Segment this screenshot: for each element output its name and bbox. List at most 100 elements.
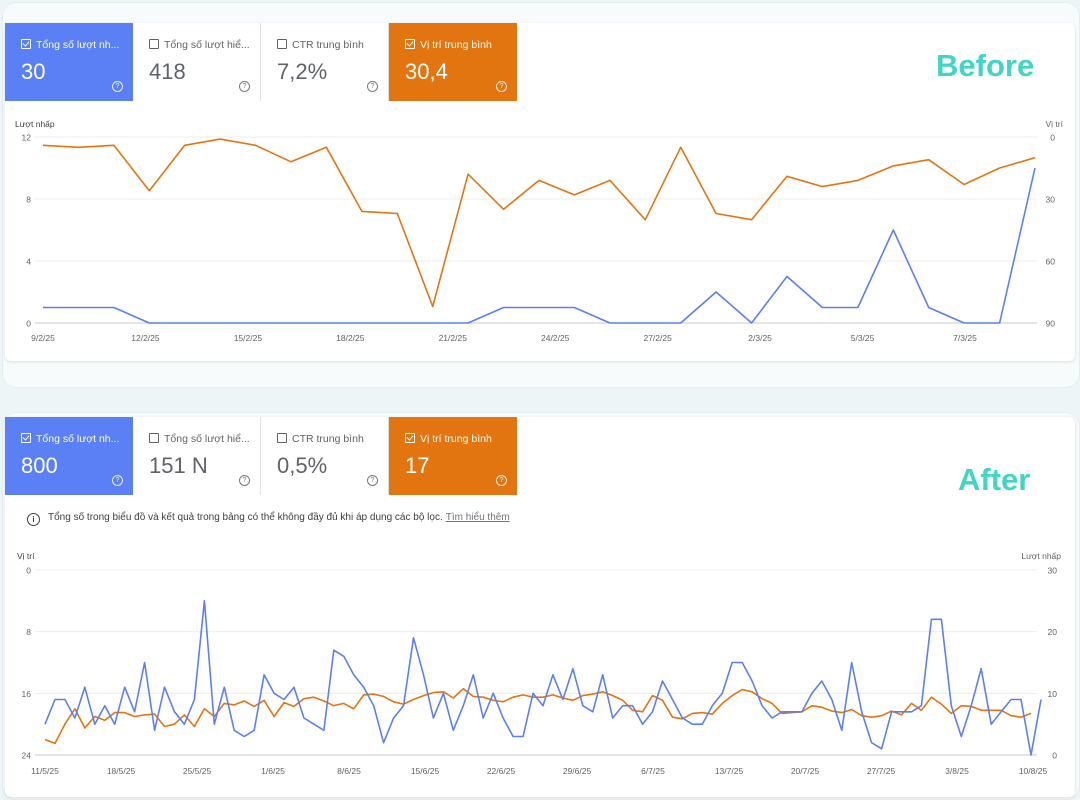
info-icon: i [27,513,40,526]
checkbox-unchecked-icon[interactable] [277,433,287,443]
before-metric-average-position[interactable]: Vị trí trung bình 30,4 ? [389,23,517,101]
x-axis-tick-label: 20/7/25 [791,766,820,776]
before-label: Before [936,48,1035,83]
x-axis-tick-label: 18/2/25 [336,333,365,343]
metric-value: 7,2% [277,59,328,84]
left-axis-tick-label: 8 [26,627,31,637]
after-line-chart: 0 8 16 24 0 10 20 30 Vị trí Lượt nhấp 11/5/25 18/5/… [17,551,1061,776]
x-axis-tick-label: 24/2/25 [541,333,570,343]
help-icon[interactable]: ? [239,475,250,486]
x-axis-tick-label: 15/6/25 [411,766,440,776]
metric-value: 17 [405,453,430,478]
series-line-right-axis [42,138,1036,308]
x-axis-tick-label: 25/5/25 [183,766,212,776]
x-axis-tick-label: 3/8/25 [945,766,969,776]
checkbox-checked-icon[interactable] [21,39,31,49]
metric-value: 0,5% [277,453,328,478]
before-metric-total-impressions[interactable]: Tổng số lượt hiể... 418 ? [133,23,261,101]
after-report-card: Tổng số lượt nh... 800 ? Tổng số lượt hi… [5,417,1075,797]
x-axis-tick-label: 12/2/25 [131,333,160,343]
metric-label: Vị trí trung bình [420,433,492,445]
right-axis-label: Vị trí [1046,119,1064,129]
right-axis-tick-label: 30 [1048,566,1058,576]
before-metric-tabs: Tổng số lượt nh... 30 ? Tổng số lượt hiể… [5,23,517,101]
metric-value: 30 [21,59,46,84]
x-axis-tick-label: 21/2/25 [439,333,468,343]
checkbox-checked-icon[interactable] [21,433,31,443]
series-line-right-axis [44,600,1042,756]
metric-label: CTR trung bình [292,39,364,51]
before-metric-average-ctr[interactable]: CTR trung bình 7,2% ? [261,23,389,101]
x-axis-tick-label: 27/7/25 [867,766,896,776]
x-axis-tick-label: 1/6/25 [261,766,285,776]
left-axis-label: Vị trí [17,551,35,561]
help-icon[interactable]: ? [367,475,378,486]
metric-value: 151 N [149,453,208,478]
right-axis-tick-label: 10 [1048,689,1058,699]
x-axis-tick-label: 15/2/25 [234,333,263,343]
metric-label: CTR trung bình [292,433,364,445]
right-axis-tick-label: 30 [1046,195,1056,205]
right-axis-tick-label: 0 [1050,133,1055,143]
before-metric-total-clicks[interactable]: Tổng số lượt nh... 30 ? [5,23,133,101]
checkbox-checked-icon[interactable] [405,39,415,49]
metric-label: Tổng số lượt nh... [36,39,120,51]
metric-label: Tổng số lượt nh... [36,433,120,445]
left-axis-tick-label: 0 [26,566,31,576]
before-report-card: Tổng số lượt nh... 30 ? Tổng số lượt hiể… [5,23,1075,361]
right-axis-label: Lượt nhấp [1021,551,1061,561]
left-axis-label: Lượt nhấp [15,119,55,129]
before-line-chart: 0 4 8 12 0 30 60 90 Lượt nhấp Vị trí 9/2/25 12/2/25… [15,119,1064,343]
learn-more-link[interactable]: Tìm hiểu thêm [445,512,510,523]
after-metric-total-impressions[interactable]: Tổng số lượt hiể... 151 N ? [133,417,261,495]
checkbox-unchecked-icon[interactable] [149,39,159,49]
help-icon[interactable]: ? [496,81,507,92]
x-axis-tick-label: 27/2/25 [643,333,672,343]
help-icon[interactable]: ? [112,475,123,486]
x-axis-tick-label: 22/6/25 [487,766,516,776]
x-axis-tick-label: 13/7/25 [715,766,744,776]
left-axis-tick-label: 8 [26,195,31,205]
metric-value: 30,4 [405,59,448,84]
after-metric-average-ctr[interactable]: CTR trung bình 0,5% ? [261,417,389,495]
metric-label: Vị trí trung bình [420,39,492,51]
metric-value: 418 [149,59,186,84]
before-panel: Tổng số lượt nh... 30 ? Tổng số lượt hiể… [2,2,1080,388]
x-axis-tick-label: 6/7/25 [641,766,665,776]
series-line-left-axis [44,687,1032,745]
after-label: After [958,462,1031,497]
x-axis-tick-label: 5/3/25 [851,333,875,343]
after-panel: Tổng số lượt nh... 800 ? Tổng số lượt hi… [2,412,1080,800]
checkbox-checked-icon[interactable] [405,433,415,443]
x-axis-tick-label: 7/3/25 [953,333,977,343]
left-axis-tick-label: 0 [26,319,31,329]
right-axis-tick-label: 60 [1046,257,1056,267]
help-icon[interactable]: ? [496,475,507,486]
checkbox-unchecked-icon[interactable] [277,39,287,49]
x-axis-tick-label: 29/6/25 [563,766,592,776]
right-axis-tick-label: 0 [1052,751,1057,761]
x-axis-tick-label: 10/8/25 [1019,766,1048,776]
after-metric-tabs: Tổng số lượt nh... 800 ? Tổng số lượt hi… [5,417,517,495]
series-line-left-axis [43,167,1036,324]
left-axis-tick-label: 16 [22,689,32,699]
metric-label: Tổng số lượt hiể... [164,39,250,51]
x-axis-tick-label: 9/2/25 [31,333,55,343]
left-axis-tick-label: 24 [22,751,32,761]
filter-notice: i Tổng số trong biểu đồ và kết quả trong … [27,512,510,526]
after-metric-total-clicks[interactable]: Tổng số lượt nh... 800 ? [5,417,133,495]
checkbox-unchecked-icon[interactable] [149,433,159,443]
help-icon[interactable]: ? [239,81,250,92]
right-axis-tick-label: 90 [1046,319,1056,329]
after-metric-average-position[interactable]: Vị trí trung bình 17 ? [389,417,517,495]
help-icon[interactable]: ? [367,81,378,92]
notice-text: Tổng số trong biểu đồ và kết quả trong b… [48,512,443,523]
left-axis-tick-label: 12 [22,133,32,143]
x-axis-tick-label: 11/5/25 [31,766,59,776]
metric-label: Tổng số lượt hiể... [164,433,250,445]
help-icon[interactable]: ? [112,81,123,92]
x-axis-tick-label: 8/6/25 [337,766,361,776]
x-axis-tick-label: 18/5/25 [107,766,136,776]
x-axis-tick-label: 2/3/25 [748,333,772,343]
left-axis-tick-label: 4 [26,257,31,267]
